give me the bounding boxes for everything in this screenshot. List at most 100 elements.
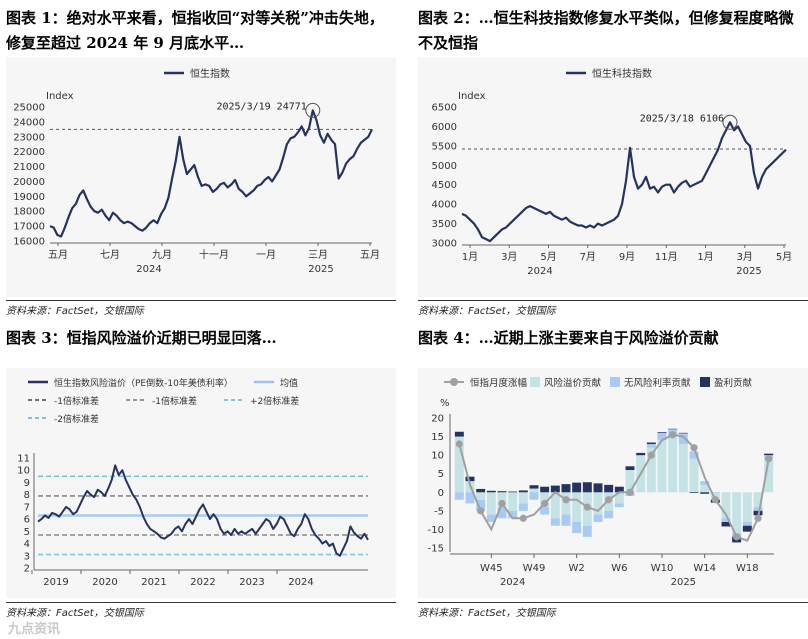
bar-risk-premium-23: [700, 484, 710, 493]
y-tick-6: 22000: [13, 147, 45, 158]
bar-risk-premium-28: [753, 492, 763, 508]
y-tick-0: 16000: [13, 237, 45, 248]
bar-earnings-15: [614, 486, 624, 493]
bar-risk-premium-10: [561, 492, 571, 515]
y-tick-7: 6500: [432, 103, 457, 114]
hstech-line-chart: 恒生科技指数 Index 3000 3500 4000 4500 5000 5500 6000 6…: [432, 67, 793, 277]
x-tick-4-2: W2: [569, 563, 585, 574]
legend-label-3-0: 恒生指数风险溢价（PE倒数-10年美债利率）: [54, 377, 233, 389]
x-year-4-2024: 2024: [500, 577, 525, 588]
bar-earnings-14: [604, 484, 614, 493]
bar-risk-free-4: [497, 507, 507, 519]
x-tick-3: 十一月: [199, 248, 229, 261]
bar-risk-free-27: [742, 522, 752, 526]
bar-risk-free-25: [721, 518, 731, 522]
bar-risk-premium-21: [678, 444, 688, 493]
bar-risk-premium-25: [721, 492, 731, 519]
y-tick-3-0: 2: [24, 564, 30, 575]
legend-label-3-2: -1倍标准差: [54, 395, 99, 407]
total-point-24: [711, 496, 719, 504]
bar-earnings-2: [476, 488, 486, 493]
bar-risk-free-13: [593, 514, 603, 522]
y-tick-4: 5000: [432, 161, 457, 172]
bar-risk-free-28: [753, 507, 763, 511]
bar-risk-free-12: [582, 525, 592, 537]
y-tick-7: 23000: [13, 132, 45, 143]
bar-risk-premium-7: [529, 488, 539, 493]
x-tick-4: 9月: [619, 251, 635, 263]
bar-risk-premium-13: [593, 492, 603, 515]
x-tick-3-4: 2023: [239, 577, 264, 588]
x-tick-0: 五月: [48, 249, 68, 261]
y-tick-3-5: 7: [24, 502, 30, 513]
bar-risk-premium-20: [668, 436, 678, 493]
hsi-line-chart: 恒生指数 Index 16000 17000 18000 19000 20000 21000 2…: [13, 67, 380, 275]
legend-label-3-3: -1倍标准差: [152, 395, 197, 407]
bar-earnings-18: [646, 442, 656, 444]
bar-risk-free-1: [465, 492, 475, 504]
total-point-2: [477, 507, 485, 515]
bar-risk-premium-16: [625, 470, 635, 493]
legend-swatch-4-1: [530, 377, 540, 387]
y-tick-3-9: 11: [17, 454, 30, 465]
bar-risk-premium-29: [764, 458, 774, 493]
bar-risk-premium-24: [710, 492, 720, 500]
chart-canvas-3: 恒生指数风险溢价（PE倒数-10年美债利率） 均值 -1倍标准差 -1倍标准差 +2倍标…: [6, 368, 396, 598]
x-tick-4-5: W14: [693, 563, 716, 574]
y-tick-4-4: 5: [438, 469, 444, 480]
y-tick-3-6: 8: [24, 490, 30, 501]
x-tick-3-1: 2020: [92, 577, 117, 588]
y-tick-9: 25000: [13, 103, 45, 114]
decomposition-bar-chart: 恒指月度涨幅 风险溢价贡献 无风险利率贡献 盈利贡献% -15 -10 -5 0 5 10 15 20…: [428, 377, 774, 588]
bar-earnings-5: [508, 491, 518, 493]
bar-risk-free-11: [572, 522, 582, 534]
y-tick-4-7: 20: [431, 414, 444, 425]
legend-label-4-3: 盈利贡献: [714, 377, 753, 389]
x-tick-4: 一月: [256, 249, 276, 261]
peak-annotation-2: 2025/3/18 6106: [640, 113, 724, 124]
bar-risk-free-24: [710, 492, 720, 493]
bar-risk-free-8: [540, 507, 550, 515]
total-point-0: [455, 440, 463, 448]
y-tick-3: 19000: [13, 192, 45, 203]
y-tick-3-2: 4: [24, 539, 30, 550]
x-year-2025: 2025: [736, 266, 761, 277]
bar-risk-premium-15: [614, 492, 624, 504]
legend-label-3-5: -2倍标准差: [54, 413, 99, 425]
series-line-2: [461, 121, 787, 243]
bar-risk-premium-6: [518, 492, 528, 504]
bar-earnings-29: [764, 453, 774, 456]
total-point-16: [626, 488, 634, 496]
x-tick-2: 九月: [152, 249, 172, 261]
bar-earnings-21: [678, 432, 688, 434]
bar-risk-free-10: [561, 514, 571, 526]
legend-swatch-4-2: [610, 377, 620, 387]
x-tick-2: 5月: [540, 251, 556, 263]
x-tick-3-3: 2022: [190, 577, 215, 588]
x-tick-4-0: W45: [480, 563, 503, 574]
y-tick-1: 17000: [13, 222, 45, 233]
divider-1: [6, 300, 396, 301]
total-point-12: [583, 503, 591, 511]
x-tick-1: 七月: [100, 249, 120, 261]
bar-risk-free-9: [550, 518, 560, 526]
x-tick-3-0: 2019: [43, 577, 68, 588]
source-note-1: 资料来源：FactSet，交银国际: [6, 306, 144, 317]
y-tick-5: 21000: [13, 162, 45, 173]
bar-earnings-3: [486, 490, 496, 493]
bar-risk-premium-22: [689, 458, 699, 493]
total-point-20: [669, 431, 677, 439]
x-year-2024: 2024: [136, 264, 161, 275]
x-tick-7: 3月: [737, 251, 753, 263]
bar-earnings-10: [561, 484, 571, 493]
bar-risk-premium-9: [550, 492, 560, 519]
x-tick-3: 7月: [580, 251, 596, 263]
bar-earnings-19: [657, 432, 667, 433]
bar-earnings-6: [518, 490, 528, 493]
bar-earnings-9: [550, 485, 560, 493]
bar-earnings-25: [721, 522, 731, 527]
x-year-4-2025: 2025: [671, 577, 696, 588]
bar-risk-free-23: [700, 481, 710, 485]
chart-canvas-4: 恒指月度涨幅 风险溢价贡献 无风险利率贡献 盈利贡献% -15 -10 -5 0 5 10 15 20…: [418, 368, 808, 598]
legend-label-4-2: 无风险利率贡献: [624, 377, 691, 389]
